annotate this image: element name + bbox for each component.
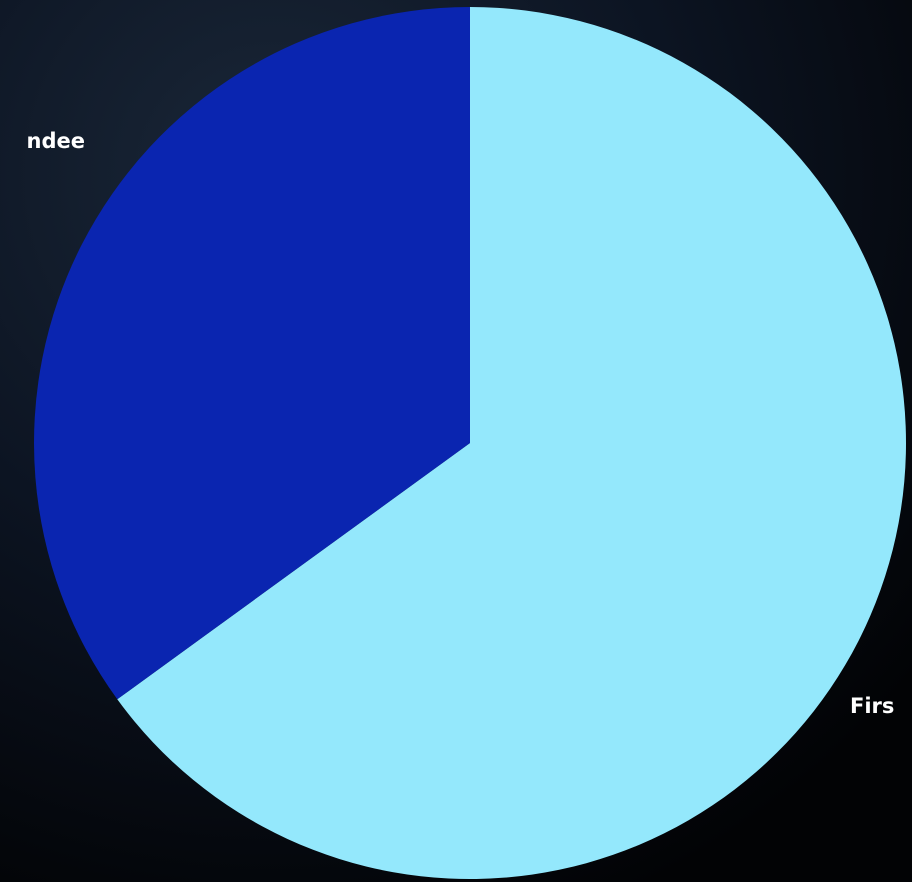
slice-label: ndee [27,129,85,153]
pie-slice [117,7,906,880]
pie [34,7,906,880]
slice-label: Firs [850,694,894,718]
pie-slice [34,7,470,700]
labels: Firs ndee [27,129,895,718]
